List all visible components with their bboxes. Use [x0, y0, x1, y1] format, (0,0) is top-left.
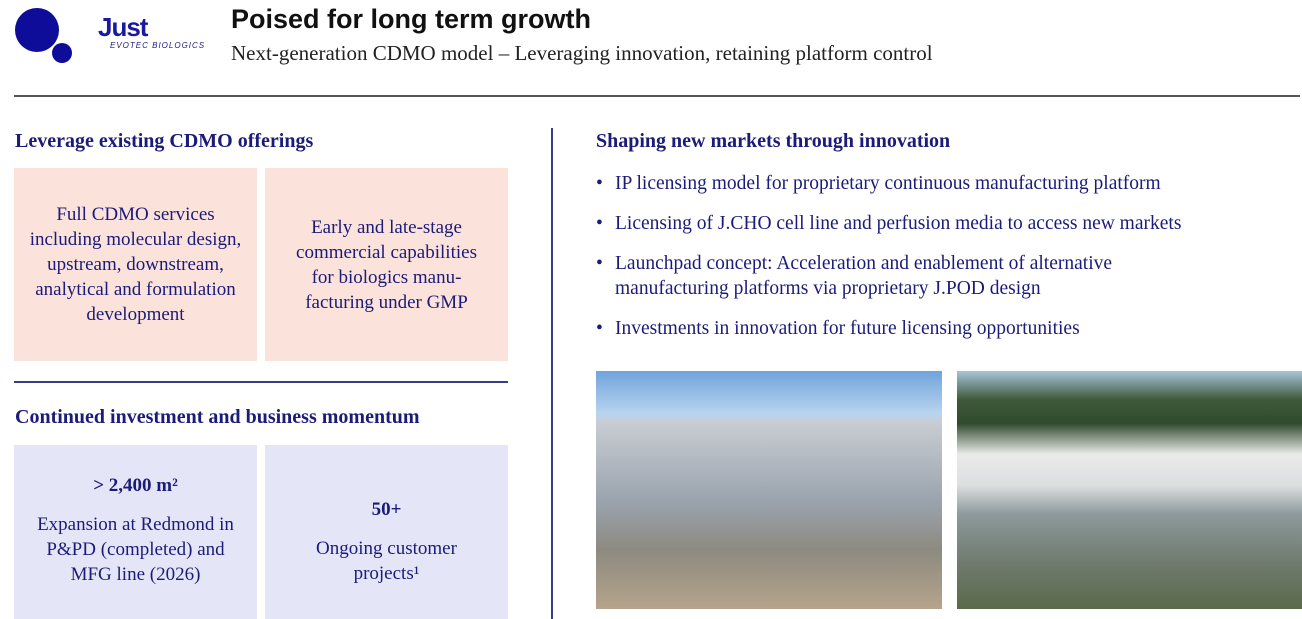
logo-circle-large [15, 8, 59, 52]
projects-text: Ongoing customer projects¹ [316, 538, 457, 584]
manufacturing-facility-aerial-photo [957, 371, 1302, 609]
page-subtitle: Next-generation CDMO model – Leveraging … [231, 41, 933, 65]
logo-circle-small [52, 43, 72, 63]
section-heading-innovation: Shaping new markets through innovation [596, 130, 951, 152]
bullet-item: Investments in innovation for future lic… [596, 316, 1296, 341]
innovation-bullets: IP licensing model for proprietary conti… [596, 171, 1296, 356]
customer-projects-box: 50+ Ongoing customer projects¹ [265, 445, 508, 619]
header-divider [14, 95, 1300, 97]
commercial-capabilities-box: Early and late-stage commercial capabili… [265, 168, 508, 361]
expansion-box: > 2,400 m² Expansion at Redmond in P&PD … [14, 445, 257, 619]
bullet-item: Licensing of J.CHO cell line and perfusi… [596, 211, 1296, 236]
projects-value: 50+ [371, 499, 402, 520]
bullet-item: Launchpad concept: Acceleration and enab… [596, 251, 1296, 301]
page-title: Poised for long term growth [231, 4, 592, 34]
section-heading-investment: Continued investment and business moment… [15, 406, 420, 428]
expansion-text: Expansion at Redmond in P&PD (completed)… [37, 514, 234, 585]
column-divider [551, 128, 553, 619]
cdmo-services-box: Full CDMO services including molecular d… [14, 168, 257, 361]
expansion-value: > 2,400 m² [93, 475, 178, 496]
logo-subtext: EVOTEC BIOLOGICS [110, 41, 206, 50]
bullet-item: IP licensing model for proprietary conti… [596, 171, 1296, 196]
section-heading-cdmo: Leverage existing CDMO offerings [15, 130, 314, 152]
office-building-photo [596, 371, 942, 609]
logo-text: Just [98, 12, 148, 42]
section-divider [14, 381, 508, 383]
